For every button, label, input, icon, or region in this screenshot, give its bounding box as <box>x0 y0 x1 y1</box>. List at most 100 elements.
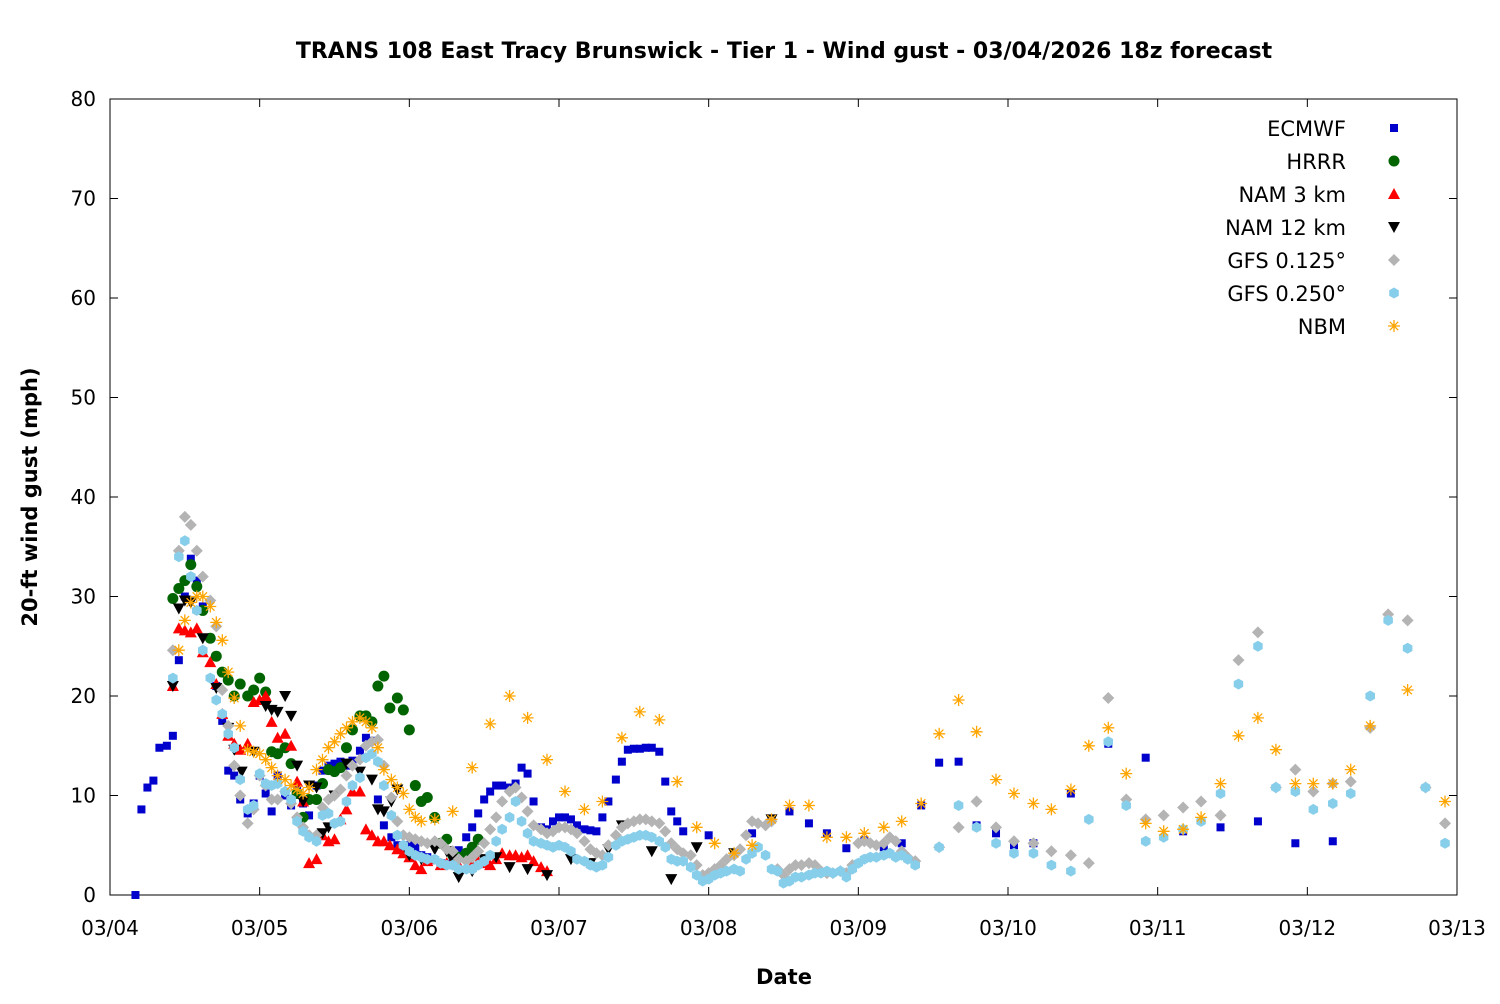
data-point <box>484 717 497 730</box>
data-point <box>1007 835 1020 848</box>
data-point <box>1308 803 1319 815</box>
data-point <box>498 781 507 790</box>
data-point <box>647 831 657 843</box>
data-point <box>685 861 696 873</box>
data-point <box>361 733 370 742</box>
data-point <box>340 803 353 815</box>
data-point <box>247 745 260 758</box>
data-point <box>310 763 323 776</box>
data-point <box>297 796 310 808</box>
data-point <box>746 839 759 852</box>
data-point <box>772 865 783 877</box>
data-point <box>1289 763 1302 776</box>
data-point <box>172 644 185 657</box>
data-point <box>385 773 398 786</box>
data-point <box>253 747 266 760</box>
data-point <box>497 823 507 835</box>
data-point <box>346 759 359 772</box>
data-point <box>602 839 615 852</box>
data-point <box>1401 614 1414 627</box>
data-point <box>192 576 201 585</box>
data-point <box>566 815 575 824</box>
data-point <box>1082 857 1095 870</box>
data-point <box>384 702 396 714</box>
data-point <box>279 727 292 739</box>
data-point <box>635 744 644 753</box>
data-point <box>915 797 928 810</box>
data-point <box>633 705 646 718</box>
data-point <box>397 704 409 716</box>
data-point <box>1216 823 1225 832</box>
data-point <box>1439 795 1451 808</box>
data-point <box>403 724 415 736</box>
data-point <box>328 735 341 748</box>
data-point <box>611 775 620 784</box>
data-point <box>842 844 851 853</box>
data-point <box>190 544 203 557</box>
data-point <box>340 721 353 734</box>
data-point <box>629 744 638 753</box>
data-point <box>392 829 403 841</box>
data-point <box>991 837 1001 849</box>
y-tick-label: 10 <box>71 784 96 808</box>
data-point <box>1177 823 1190 836</box>
data-point <box>271 706 284 718</box>
data-point <box>586 826 595 835</box>
data-point <box>279 691 292 702</box>
data-point <box>334 762 346 774</box>
data-point <box>580 825 589 834</box>
data-point <box>174 551 184 563</box>
x-tick-label: 03/09 <box>830 916 888 940</box>
data-point <box>204 656 217 668</box>
data-point <box>371 741 384 754</box>
data-point <box>365 721 378 734</box>
data-point <box>1251 626 1264 639</box>
data-point <box>304 831 314 843</box>
data-point <box>572 821 581 830</box>
data-point <box>216 634 229 647</box>
data-point <box>678 855 688 867</box>
data-point <box>190 622 203 634</box>
data-point <box>391 843 404 855</box>
data-point <box>234 789 247 802</box>
legend-label: HRRR <box>1286 150 1346 174</box>
data-point <box>191 581 203 593</box>
data-point <box>291 783 304 796</box>
data-point <box>521 849 534 861</box>
data-point <box>291 760 304 772</box>
data-point <box>137 805 146 814</box>
data-point <box>340 769 353 782</box>
data-point <box>783 799 796 812</box>
data-point <box>734 843 747 856</box>
data-point <box>484 859 497 871</box>
data-point <box>248 800 259 811</box>
data-point <box>990 821 1003 834</box>
data-point <box>655 747 664 756</box>
data-point <box>323 807 334 819</box>
data-point <box>385 791 398 804</box>
data-point <box>559 785 571 798</box>
data-point <box>555 813 563 822</box>
data-point <box>196 633 209 645</box>
data-point <box>1102 691 1115 704</box>
data-point <box>1009 847 1019 859</box>
data-point <box>592 827 601 836</box>
data-point <box>521 864 534 876</box>
data-point <box>196 570 209 583</box>
data-point <box>335 815 346 827</box>
data-point <box>386 809 397 821</box>
x-axis-label: Date <box>756 965 812 989</box>
data-point <box>889 835 902 848</box>
data-point <box>174 656 183 665</box>
data-point <box>446 845 459 858</box>
data-point <box>1401 684 1414 696</box>
data-point <box>903 853 913 865</box>
data-point <box>1269 743 1282 756</box>
data-point <box>303 781 316 794</box>
data-point <box>372 680 384 692</box>
data-point <box>535 861 548 873</box>
data-point <box>1291 839 1300 848</box>
data-point <box>1195 811 1208 824</box>
data-point <box>1346 788 1356 799</box>
